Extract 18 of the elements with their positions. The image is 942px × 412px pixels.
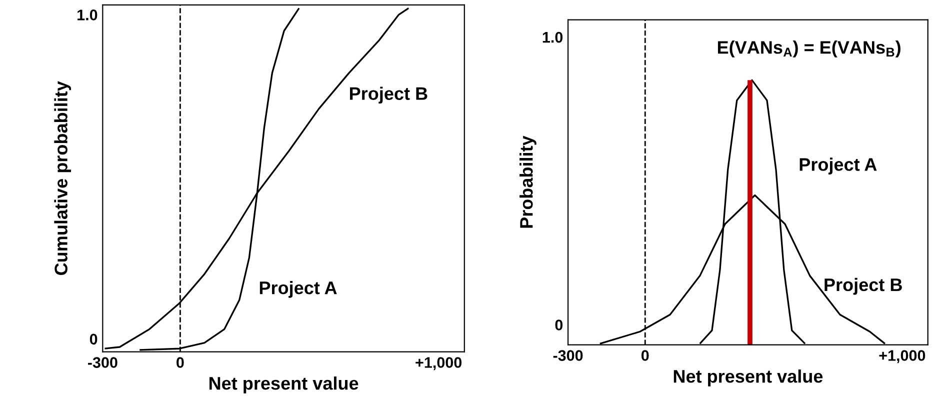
x-axis-title: Net present value xyxy=(209,376,358,394)
series-label: Project A xyxy=(800,158,877,174)
y-tick-label: 1.0 xyxy=(542,32,563,43)
series-label: Project B xyxy=(350,86,428,104)
line-series xyxy=(104,7,410,350)
x-tick-label: +1,000 xyxy=(879,350,926,364)
x-tick-label: -300 xyxy=(88,357,118,368)
x-tick-label: +1,000 xyxy=(416,357,462,370)
x-tick-label: -300 xyxy=(553,350,583,361)
series-label: Project B xyxy=(824,278,902,295)
y-axis-title: Probability xyxy=(520,136,536,228)
series-label: Project A xyxy=(260,280,337,298)
annotation: E(VANs$_{A}$) = E(VANs$_{B}$) xyxy=(718,40,900,58)
y-axis-title: Cumulative probability xyxy=(54,81,72,275)
x-tick-label: 0 xyxy=(176,357,184,368)
x-tick-label: 0 xyxy=(641,350,649,361)
y-tick-label: 1.0 xyxy=(78,10,98,20)
x-axis-title: Net present value xyxy=(674,370,823,386)
